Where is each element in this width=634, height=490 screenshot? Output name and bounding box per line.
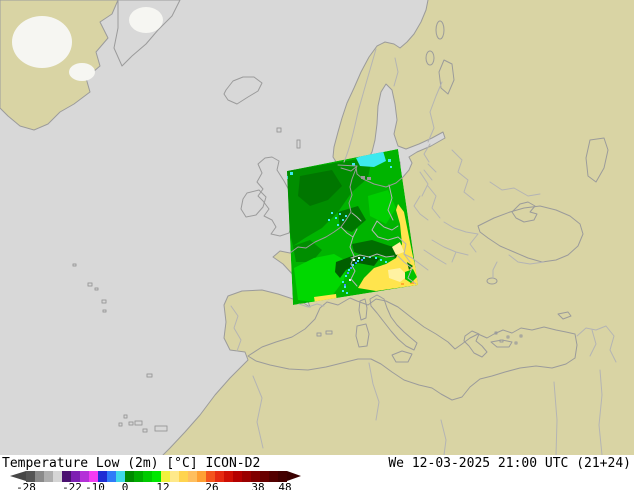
colorbar-segment — [44, 471, 53, 482]
colorbar-tick-labels: -28 -22 -10 0 12 26 38 48 — [0, 481, 634, 490]
colorbar-segment — [143, 471, 152, 482]
colorbar-segment — [242, 471, 251, 482]
sicily — [391, 350, 413, 363]
colorbar-tick-label: 12 — [156, 481, 170, 490]
caspian-edge — [585, 137, 609, 183]
greenland-icecap-2 — [129, 7, 163, 33]
iceland — [223, 76, 263, 105]
lake-ladoga — [425, 50, 435, 66]
canary-madeira-islands — [118, 373, 168, 433]
lake-onega — [435, 20, 445, 40]
cyprus — [557, 311, 572, 320]
balearic-ibiza — [316, 332, 322, 337]
colorbar-tick-label: 38 — [251, 481, 265, 490]
greenland-icecap — [12, 16, 72, 68]
colorbar-segment — [215, 471, 224, 482]
colorbar-segment — [35, 471, 44, 482]
alpine-snow-dots — [349, 257, 360, 281]
colorbar-left-arrow — [10, 471, 26, 481]
colorbar-tick-label: 26 — [205, 481, 219, 490]
product-title: Temperature Low (2m) [°C] ICON-D2 — [2, 456, 261, 471]
white-sea — [438, 59, 455, 95]
colorbar-segment — [107, 471, 116, 482]
colorbar-segment — [269, 471, 278, 482]
balearic-mallorca — [325, 330, 333, 335]
aegean-islands — [494, 331, 523, 345]
colorbar-segment — [80, 471, 89, 482]
colorbar-segment — [116, 471, 125, 482]
colorbar-right-arrow — [287, 471, 301, 481]
colorbar-segment — [206, 471, 215, 482]
cold-cyan-patch — [356, 151, 386, 167]
colorbar-segment — [179, 471, 188, 482]
corsica — [358, 298, 368, 321]
colorbar-segment — [170, 471, 179, 482]
colorbar-segment — [62, 471, 71, 482]
italy — [369, 294, 418, 351]
colorbar-segment — [26, 471, 35, 482]
black-sea — [477, 205, 584, 263]
colorbar-segment — [125, 471, 134, 482]
colorbar-segment — [98, 471, 107, 482]
valid-time-label: We 12-03-2025 21:00 UTC (21+24) — [388, 456, 631, 471]
greece — [463, 330, 488, 358]
colorbar-segment — [197, 471, 206, 482]
ireland — [240, 189, 267, 218]
cyan-speckles — [287, 159, 392, 294]
sea-of-marmara — [486, 277, 498, 285]
temperature-colorbar — [10, 471, 301, 482]
colorbar-tick-label: 48 — [278, 481, 292, 490]
colorbar-segment — [71, 471, 80, 482]
colorbar-segment — [161, 471, 170, 482]
colorbar-segment — [278, 471, 287, 482]
colorbar-segment — [134, 471, 143, 482]
colorbar-segment — [224, 471, 233, 482]
colorbar-segment — [260, 471, 269, 482]
alpine-blue-speckles — [344, 259, 363, 286]
shetland-islands — [296, 139, 301, 149]
icon-d2-temperature-field — [287, 149, 418, 305]
mediterranean-sea — [247, 297, 578, 401]
colorbar-segment — [188, 471, 197, 482]
colorbar-tick-label: -10 — [85, 481, 105, 490]
azores-islands — [72, 263, 107, 313]
europe-map — [0, 0, 634, 455]
warm-yellow-region — [358, 204, 418, 291]
colorbar-tick-label: -28 — [16, 481, 36, 490]
colorbar-segment — [53, 471, 62, 482]
sardinia — [355, 323, 370, 348]
colorbar-segment — [251, 471, 260, 482]
colorbar-segment — [89, 471, 98, 482]
greenland-northeast — [113, 0, 181, 67]
colorbar-tick-label: -22 — [62, 481, 82, 490]
legend-panel: Temperature Low (2m) [°C] ICON-D2 We 12-… — [0, 455, 634, 490]
colorbar-segment — [152, 471, 161, 482]
crimea — [511, 201, 538, 223]
faroe-islands — [276, 127, 282, 133]
greenland-icecap-3 — [69, 63, 95, 81]
islands — [0, 0, 572, 433]
colorbar-segment — [233, 471, 242, 482]
colorbar-tick-label: 0 — [121, 481, 129, 490]
